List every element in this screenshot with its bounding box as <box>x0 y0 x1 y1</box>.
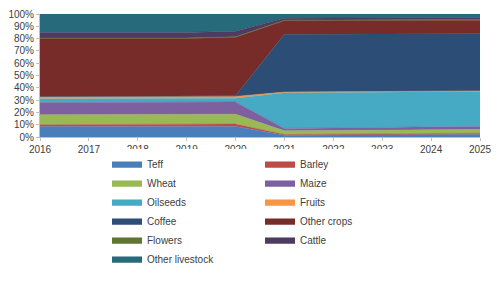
svg-text:Wheat: Wheat <box>147 178 176 189</box>
svg-text:Flowers: Flowers <box>147 235 182 246</box>
svg-text:90%: 90% <box>14 21 34 32</box>
svg-text:Other crops: Other crops <box>300 216 352 227</box>
svg-text:40%: 40% <box>14 82 34 93</box>
svg-text:30%: 30% <box>14 95 34 106</box>
svg-text:Maize: Maize <box>300 178 327 189</box>
svg-text:Teff: Teff <box>147 159 163 170</box>
svg-text:Fruits: Fruits <box>300 197 325 208</box>
svg-text:2024: 2024 <box>420 144 443 155</box>
svg-text:2025: 2025 <box>469 144 492 155</box>
svg-text:50%: 50% <box>14 70 34 81</box>
svg-text:Coffee: Coffee <box>147 216 177 227</box>
svg-text:100%: 100% <box>8 9 34 20</box>
svg-text:10%: 10% <box>14 119 34 130</box>
svg-text:Cattle: Cattle <box>300 235 327 246</box>
svg-text:Oilseeds: Oilseeds <box>147 197 186 208</box>
svg-text:Other livestock: Other livestock <box>147 254 214 265</box>
svg-text:2016: 2016 <box>29 144 52 155</box>
svg-text:Barley: Barley <box>300 159 328 170</box>
svg-text:20%: 20% <box>14 107 34 118</box>
svg-text:0%: 0% <box>20 132 35 143</box>
svg-text:60%: 60% <box>14 58 34 69</box>
svg-text:2017: 2017 <box>78 144 101 155</box>
svg-text:80%: 80% <box>14 33 34 44</box>
svg-text:70%: 70% <box>14 45 34 56</box>
